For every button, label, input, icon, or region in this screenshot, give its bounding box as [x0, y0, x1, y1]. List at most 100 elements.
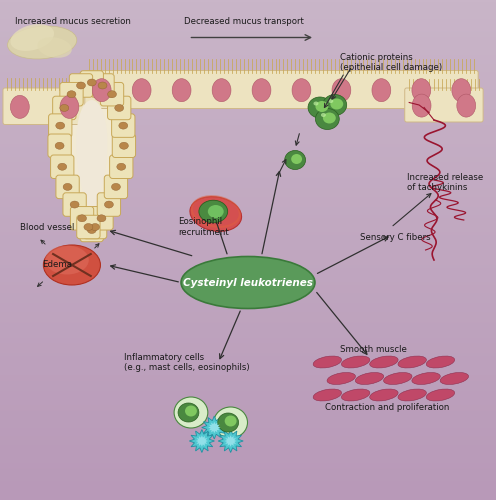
Ellipse shape — [398, 389, 427, 401]
FancyBboxPatch shape — [90, 206, 113, 230]
FancyBboxPatch shape — [91, 74, 114, 97]
Ellipse shape — [58, 163, 66, 170]
Ellipse shape — [190, 196, 242, 232]
Polygon shape — [218, 430, 243, 452]
Ellipse shape — [70, 201, 79, 208]
Ellipse shape — [313, 356, 342, 368]
Ellipse shape — [252, 78, 271, 102]
Ellipse shape — [112, 184, 121, 190]
Ellipse shape — [398, 356, 427, 368]
Ellipse shape — [132, 78, 151, 102]
Ellipse shape — [412, 372, 440, 384]
Ellipse shape — [212, 78, 231, 102]
Polygon shape — [60, 82, 124, 230]
Ellipse shape — [291, 154, 302, 164]
FancyBboxPatch shape — [112, 134, 135, 158]
Ellipse shape — [328, 99, 333, 103]
FancyBboxPatch shape — [56, 175, 79, 199]
Ellipse shape — [174, 397, 208, 428]
FancyBboxPatch shape — [405, 88, 483, 122]
Polygon shape — [76, 100, 108, 212]
Ellipse shape — [120, 142, 128, 150]
Ellipse shape — [412, 78, 431, 102]
Ellipse shape — [285, 150, 306, 170]
Ellipse shape — [76, 82, 85, 89]
FancyBboxPatch shape — [108, 96, 131, 120]
Ellipse shape — [426, 389, 455, 401]
Ellipse shape — [10, 96, 29, 118]
Ellipse shape — [457, 94, 476, 117]
FancyBboxPatch shape — [51, 155, 74, 178]
Ellipse shape — [63, 184, 72, 190]
Ellipse shape — [108, 90, 117, 98]
Text: Contraction and proliferation: Contraction and proliferation — [325, 402, 449, 411]
Ellipse shape — [185, 406, 197, 416]
Ellipse shape — [321, 113, 326, 117]
FancyBboxPatch shape — [104, 175, 127, 199]
Ellipse shape — [315, 108, 339, 130]
Ellipse shape — [97, 215, 106, 222]
Text: Eosinophil
recruitment: Eosinophil recruitment — [179, 218, 229, 237]
Polygon shape — [195, 435, 208, 447]
Polygon shape — [189, 430, 214, 452]
Ellipse shape — [383, 372, 412, 384]
Ellipse shape — [181, 256, 315, 308]
Ellipse shape — [332, 78, 351, 102]
Ellipse shape — [370, 389, 398, 401]
Text: Increased release
of tachykinins: Increased release of tachykinins — [407, 172, 483, 192]
Ellipse shape — [44, 245, 100, 285]
Ellipse shape — [355, 372, 384, 384]
Ellipse shape — [452, 78, 471, 102]
FancyBboxPatch shape — [60, 82, 83, 106]
FancyBboxPatch shape — [80, 218, 103, 242]
Text: Smooth muscle: Smooth muscle — [340, 345, 407, 354]
Ellipse shape — [208, 205, 224, 218]
Ellipse shape — [341, 356, 370, 368]
Ellipse shape — [330, 98, 343, 110]
Ellipse shape — [372, 78, 391, 102]
FancyBboxPatch shape — [80, 70, 103, 94]
Ellipse shape — [426, 356, 455, 368]
Ellipse shape — [7, 26, 77, 59]
Ellipse shape — [218, 413, 239, 432]
Ellipse shape — [313, 389, 342, 401]
Ellipse shape — [440, 372, 469, 384]
FancyBboxPatch shape — [97, 193, 121, 216]
Ellipse shape — [84, 224, 93, 230]
Ellipse shape — [105, 201, 114, 208]
Text: Blood vessel: Blood vessel — [20, 222, 74, 232]
FancyBboxPatch shape — [48, 134, 71, 158]
Ellipse shape — [308, 97, 332, 118]
Text: Sensory C fibers: Sensory C fibers — [360, 232, 430, 241]
Ellipse shape — [323, 94, 347, 116]
FancyBboxPatch shape — [83, 216, 107, 239]
Ellipse shape — [91, 224, 100, 230]
Ellipse shape — [45, 246, 89, 274]
Ellipse shape — [315, 101, 328, 112]
FancyBboxPatch shape — [100, 82, 124, 106]
Ellipse shape — [412, 94, 431, 117]
Ellipse shape — [341, 389, 370, 401]
Ellipse shape — [60, 104, 69, 112]
Ellipse shape — [225, 416, 237, 426]
Ellipse shape — [37, 37, 72, 58]
Text: Decreased mucus transport: Decreased mucus transport — [184, 18, 304, 26]
FancyBboxPatch shape — [85, 70, 478, 108]
Ellipse shape — [92, 78, 111, 102]
Polygon shape — [224, 435, 237, 447]
Text: Inflammatory cells
(e.g., mast cells, eosinophils): Inflammatory cells (e.g., mast cells, eo… — [124, 352, 249, 372]
FancyBboxPatch shape — [110, 155, 133, 178]
Ellipse shape — [370, 356, 398, 368]
Ellipse shape — [87, 79, 96, 86]
Ellipse shape — [67, 90, 76, 98]
Ellipse shape — [98, 82, 107, 89]
FancyBboxPatch shape — [53, 96, 76, 120]
FancyBboxPatch shape — [112, 114, 135, 138]
FancyBboxPatch shape — [77, 216, 100, 239]
Ellipse shape — [199, 200, 228, 223]
Ellipse shape — [327, 372, 356, 384]
Ellipse shape — [115, 104, 124, 112]
Ellipse shape — [119, 122, 128, 129]
Polygon shape — [202, 416, 227, 439]
FancyBboxPatch shape — [70, 206, 94, 230]
